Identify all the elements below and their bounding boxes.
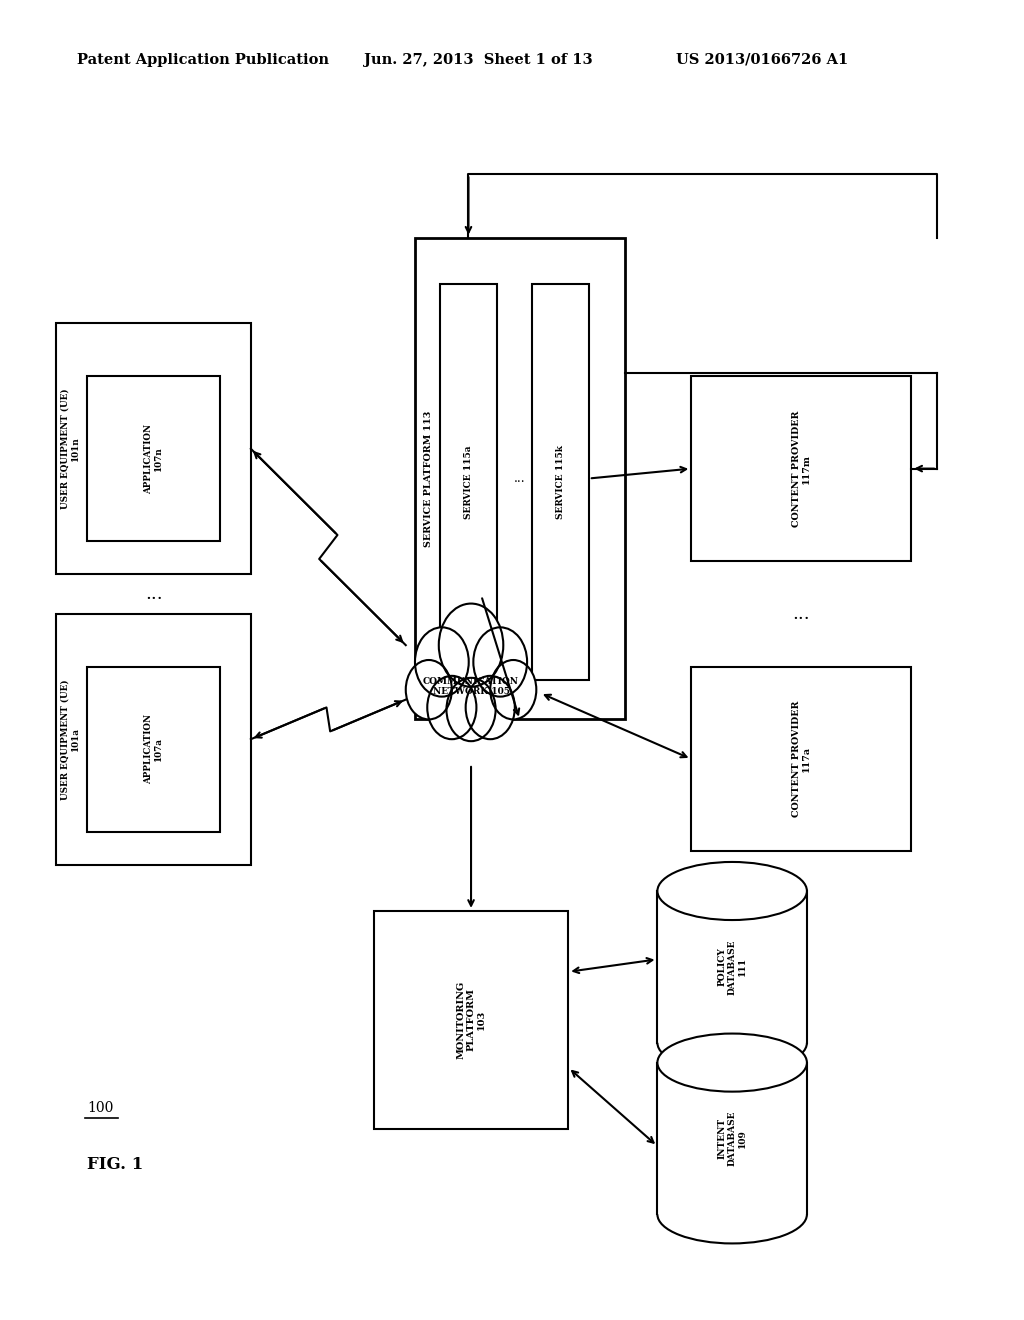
Bar [657,891,807,1043]
Text: US 2013/0166726 A1: US 2013/0166726 A1 [676,53,848,67]
Circle shape [490,660,537,719]
Text: ...: ... [514,473,525,484]
Bar [87,667,220,832]
Text: ...: ... [144,585,163,603]
Bar [87,376,220,541]
Text: MONITORING
PLATFORM
103: MONITORING PLATFORM 103 [456,981,486,1059]
Text: USER EQUIPMENT (UE)
101n: USER EQUIPMENT (UE) 101n [61,388,80,510]
Text: INTENT
DATABASE
109: INTENT DATABASE 109 [717,1110,748,1167]
Bar [691,667,911,851]
Bar [657,1063,807,1214]
Bar [56,323,251,574]
Circle shape [406,660,452,719]
Ellipse shape [657,862,807,920]
Text: SERVICE PLATFORM 113: SERVICE PLATFORM 113 [424,411,432,546]
Circle shape [415,627,469,697]
Ellipse shape [657,1034,807,1092]
Text: APPLICATION
107a: APPLICATION 107a [144,714,163,784]
Text: APPLICATION
107n: APPLICATION 107n [144,424,163,494]
Circle shape [438,603,504,686]
Text: 100: 100 [87,1101,114,1115]
Text: POLICY
DATABASE
111: POLICY DATABASE 111 [717,939,748,995]
Text: CONTENT PROVIDER
117m: CONTENT PROVIDER 117m [792,411,811,527]
Circle shape [466,676,515,739]
Circle shape [446,678,496,741]
Text: USER EQUIPMENT (UE)
101a: USER EQUIPMENT (UE) 101a [61,678,80,800]
Circle shape [473,627,527,697]
Circle shape [427,676,476,739]
Text: SERVICE 115k: SERVICE 115k [556,445,565,519]
Text: COMMUNICATION
NETWORK 105: COMMUNICATION NETWORK 105 [423,677,519,696]
Bar [56,614,251,865]
Bar [415,238,625,719]
Bar [440,284,497,680]
Text: CONTENT PROVIDER
117a: CONTENT PROVIDER 117a [792,701,811,817]
Text: ...: ... [793,605,810,623]
Text: FIG. 1: FIG. 1 [87,1156,143,1172]
Bar [374,911,568,1129]
Text: Jun. 27, 2013  Sheet 1 of 13: Jun. 27, 2013 Sheet 1 of 13 [364,53,592,67]
Bar [532,284,589,680]
Bar [691,376,911,561]
Text: Patent Application Publication: Patent Application Publication [77,53,329,67]
Text: SERVICE 115a: SERVICE 115a [464,445,473,519]
